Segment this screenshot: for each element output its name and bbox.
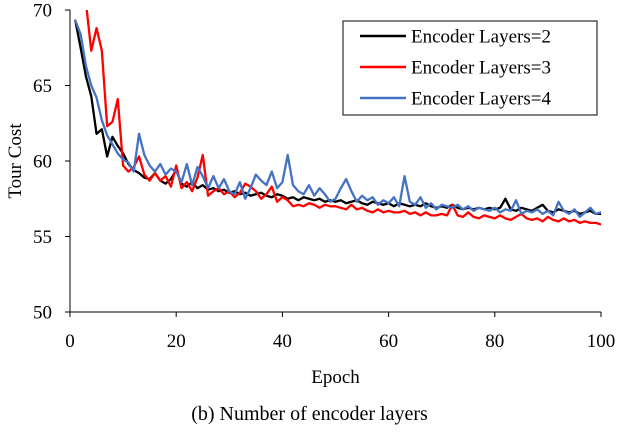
series-line-3 — [74, 19, 601, 219]
y-tick-label: 60 — [33, 152, 52, 173]
x-tick-label: 80 — [485, 331, 504, 352]
x-tick-label: 40 — [273, 331, 292, 352]
axes-layer: 0 20 40 60 80 100 50 55 60 65 70 Epoch Tour Cost — [5, 1, 615, 389]
x-axis-title: Epoch — [311, 367, 360, 388]
x-tick-label: 60 — [379, 331, 398, 352]
series-line-2 — [85, 10, 601, 226]
legend-label-3: Encoder Layers=4 — [411, 89, 551, 110]
legend-label-2: Encoder Layers=3 — [411, 58, 551, 79]
series-line-1 — [74, 19, 601, 215]
figure-caption: (b) Number of encoder layers — [191, 403, 428, 425]
y-tick-label: 50 — [33, 303, 52, 324]
y-axis-title: Tour Cost — [5, 123, 26, 199]
legend-label-1: Encoder Layers=2 — [411, 27, 551, 48]
y-tick-label: 70 — [33, 1, 52, 22]
series-layer — [74, 10, 601, 226]
x-tick-label: 100 — [587, 331, 616, 352]
x-tick-label: 0 — [65, 331, 75, 352]
x-tick-label: 20 — [167, 331, 186, 352]
legend: Encoder Layers=2 Encoder Layers=3 Encoder … — [342, 20, 598, 116]
y-tick-label: 65 — [33, 76, 52, 97]
y-tick-label: 55 — [33, 227, 52, 248]
line-chart: 0 20 40 60 80 100 50 55 60 65 70 Epoch Tour Cost Enc… — [5, 1, 615, 389]
